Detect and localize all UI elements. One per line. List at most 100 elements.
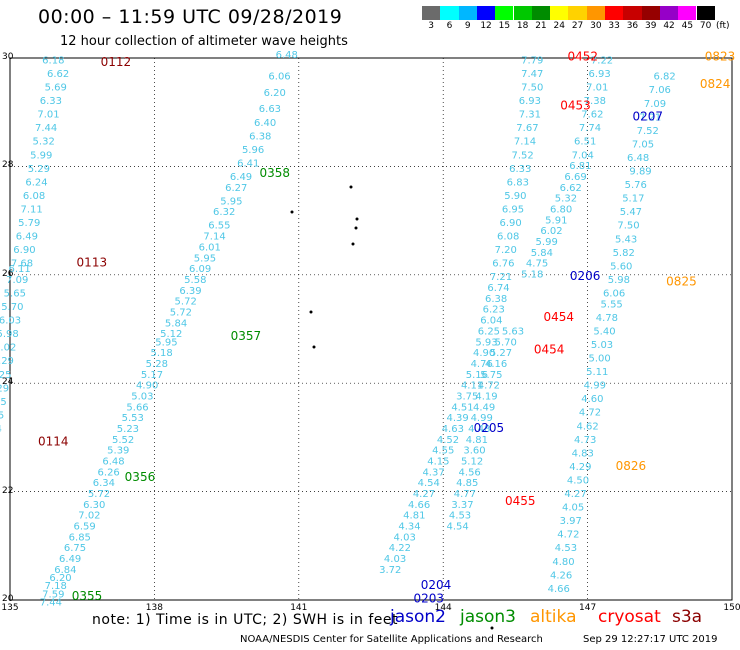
- wave-height-value: 6.55: [208, 221, 230, 232]
- wave-height-value: 7.38: [584, 96, 606, 107]
- legend-label: 9: [464, 21, 471, 31]
- legend-swatch: [696, 6, 715, 20]
- wave-height-value: 6.48: [627, 153, 649, 164]
- pass-time-label: 0204: [421, 578, 452, 592]
- lat-tick-label: 22: [2, 485, 14, 496]
- wave-height-value: 7.06: [649, 85, 671, 96]
- wave-height-value: 4.72: [557, 530, 579, 541]
- pass-time-label: 0207: [632, 109, 663, 123]
- wave-height-value: 6.06: [603, 288, 625, 299]
- wave-height-value: 6.90: [499, 218, 521, 229]
- wave-height-value: 7.14: [203, 232, 225, 243]
- wave-height-value: 5.96: [242, 145, 264, 156]
- wave-height-value: 5.23: [117, 424, 139, 435]
- island-mark: [290, 210, 294, 214]
- wave-height-value: 7.21: [490, 272, 512, 283]
- wave-height-value: 5.84: [531, 248, 553, 259]
- island-mark: [351, 242, 355, 246]
- legend-swatch: [550, 6, 569, 20]
- legend-label: 3: [428, 21, 435, 31]
- wave-height-value: 6.04: [0, 424, 2, 435]
- wave-height-value: 5.99: [30, 150, 52, 161]
- wave-height-value: 4.66: [408, 500, 430, 511]
- wave-height-value: 6.02: [540, 226, 562, 237]
- wave-height-value: 6.23: [483, 305, 505, 316]
- wave-height-value: 5.17: [141, 370, 163, 381]
- footer-note: note: 1) Time is in UTC; 2) SWH is in fe…: [92, 612, 399, 628]
- wave-height-value: 5.60: [610, 261, 632, 272]
- wave-height-value: 6.06: [268, 72, 290, 83]
- wave-height-value: 4.62: [576, 421, 598, 432]
- lat-tick-label: 20: [2, 594, 14, 604]
- wave-height-value: 4.77: [454, 489, 476, 500]
- wave-height-value: 6.35: [0, 410, 4, 421]
- satellite-name: cryosat: [598, 607, 661, 627]
- wave-height-value: 6.62: [47, 69, 69, 80]
- wave-height-value: 5.75: [480, 370, 502, 381]
- wave-height-value: 4.99: [471, 413, 493, 424]
- chart-title: 00:00 – 11:59 UTC 09/28/2019: [38, 6, 343, 28]
- pass-time-label: 0113: [77, 256, 108, 270]
- wave-height-value: 3.72: [379, 565, 401, 576]
- wave-height-value: 7.04: [572, 150, 594, 161]
- wave-height-value: 6.49: [59, 554, 81, 565]
- wave-height-value: 5.47: [620, 207, 642, 218]
- legend-swatch: [495, 6, 514, 20]
- wave-height-value: 5.39: [107, 446, 129, 457]
- wave-height-value: 6.09: [189, 264, 211, 275]
- wave-height-value: 4.80: [552, 557, 574, 568]
- wave-height-value: 4.85: [456, 478, 478, 489]
- wave-height-value: 5.84: [165, 318, 187, 329]
- wave-height-value: 4.29: [569, 462, 591, 473]
- wave-height-value: 5.18: [521, 270, 543, 281]
- pass-time-label: 0112: [101, 55, 132, 69]
- wave-height-value: 4.50: [567, 475, 589, 486]
- chart-subtitle: 12 hour collection of altimeter wave hei…: [60, 34, 348, 49]
- wave-height-value: 5.29: [28, 164, 50, 175]
- lon-tick-label: 144: [434, 603, 452, 613]
- legend-label: 45: [681, 21, 694, 31]
- wave-height-value: 5.32: [33, 137, 55, 148]
- wave-height-value: 6.82: [653, 72, 675, 83]
- wave-height-value: 4.51: [451, 402, 473, 413]
- wave-height-value: 5.99: [536, 237, 558, 248]
- lon-tick-label: 141: [290, 603, 308, 613]
- wave-height-value: 5.58: [184, 275, 206, 286]
- wave-height-value: 7.62: [581, 110, 603, 121]
- legend-swatch: [476, 6, 496, 20]
- satellite-name: s3a: [672, 607, 703, 627]
- wave-height-value: 5.91: [545, 215, 567, 226]
- wave-height-value: 3.75: [456, 391, 478, 402]
- wave-height-value: 7.01: [37, 110, 59, 121]
- lon-tick-label: 147: [579, 603, 597, 613]
- wave-height-value: 6.41: [237, 158, 259, 169]
- plot-border: [9, 57, 733, 601]
- wave-height-value: 4.72: [579, 408, 601, 419]
- wave-height-value: 7.59: [42, 589, 64, 600]
- wave-height-value: 6.26: [98, 467, 120, 478]
- credit-line: NOAA/NESDIS Center for Satellite Applica…: [240, 634, 543, 645]
- lat-tick-label: 24: [2, 377, 14, 388]
- wave-height-value: 5.72: [88, 489, 110, 500]
- pass-time-label: 0454: [543, 310, 574, 324]
- wave-height-value: 5.40: [593, 326, 615, 337]
- wave-height-value: 6.33: [40, 96, 62, 107]
- wave-height-value: 5.69: [45, 83, 67, 94]
- wave-height-value: 7.47: [521, 69, 543, 80]
- island-mark: [490, 626, 494, 630]
- wave-height-value: 5.65: [4, 288, 26, 299]
- lon-tick-label: 135: [1, 603, 19, 613]
- wave-height-value: 5.66: [126, 402, 148, 413]
- wave-height-value: 6.84: [54, 565, 76, 576]
- wave-height-value: 6.01: [199, 242, 221, 253]
- wave-height-value: 7.50: [617, 221, 639, 232]
- legend-label: 39: [645, 21, 657, 31]
- pass-time-label: 0355: [72, 589, 103, 603]
- wave-height-value: 6.93: [519, 96, 541, 107]
- wave-height-value: 6.20: [264, 88, 286, 99]
- wave-height-value: 5.98: [0, 329, 19, 340]
- wave-height-value: 6.25: [0, 370, 12, 381]
- wave-height-value: 6.51: [574, 137, 596, 148]
- legend-swatch: [623, 6, 642, 20]
- wave-height-value: 6.24: [25, 177, 47, 188]
